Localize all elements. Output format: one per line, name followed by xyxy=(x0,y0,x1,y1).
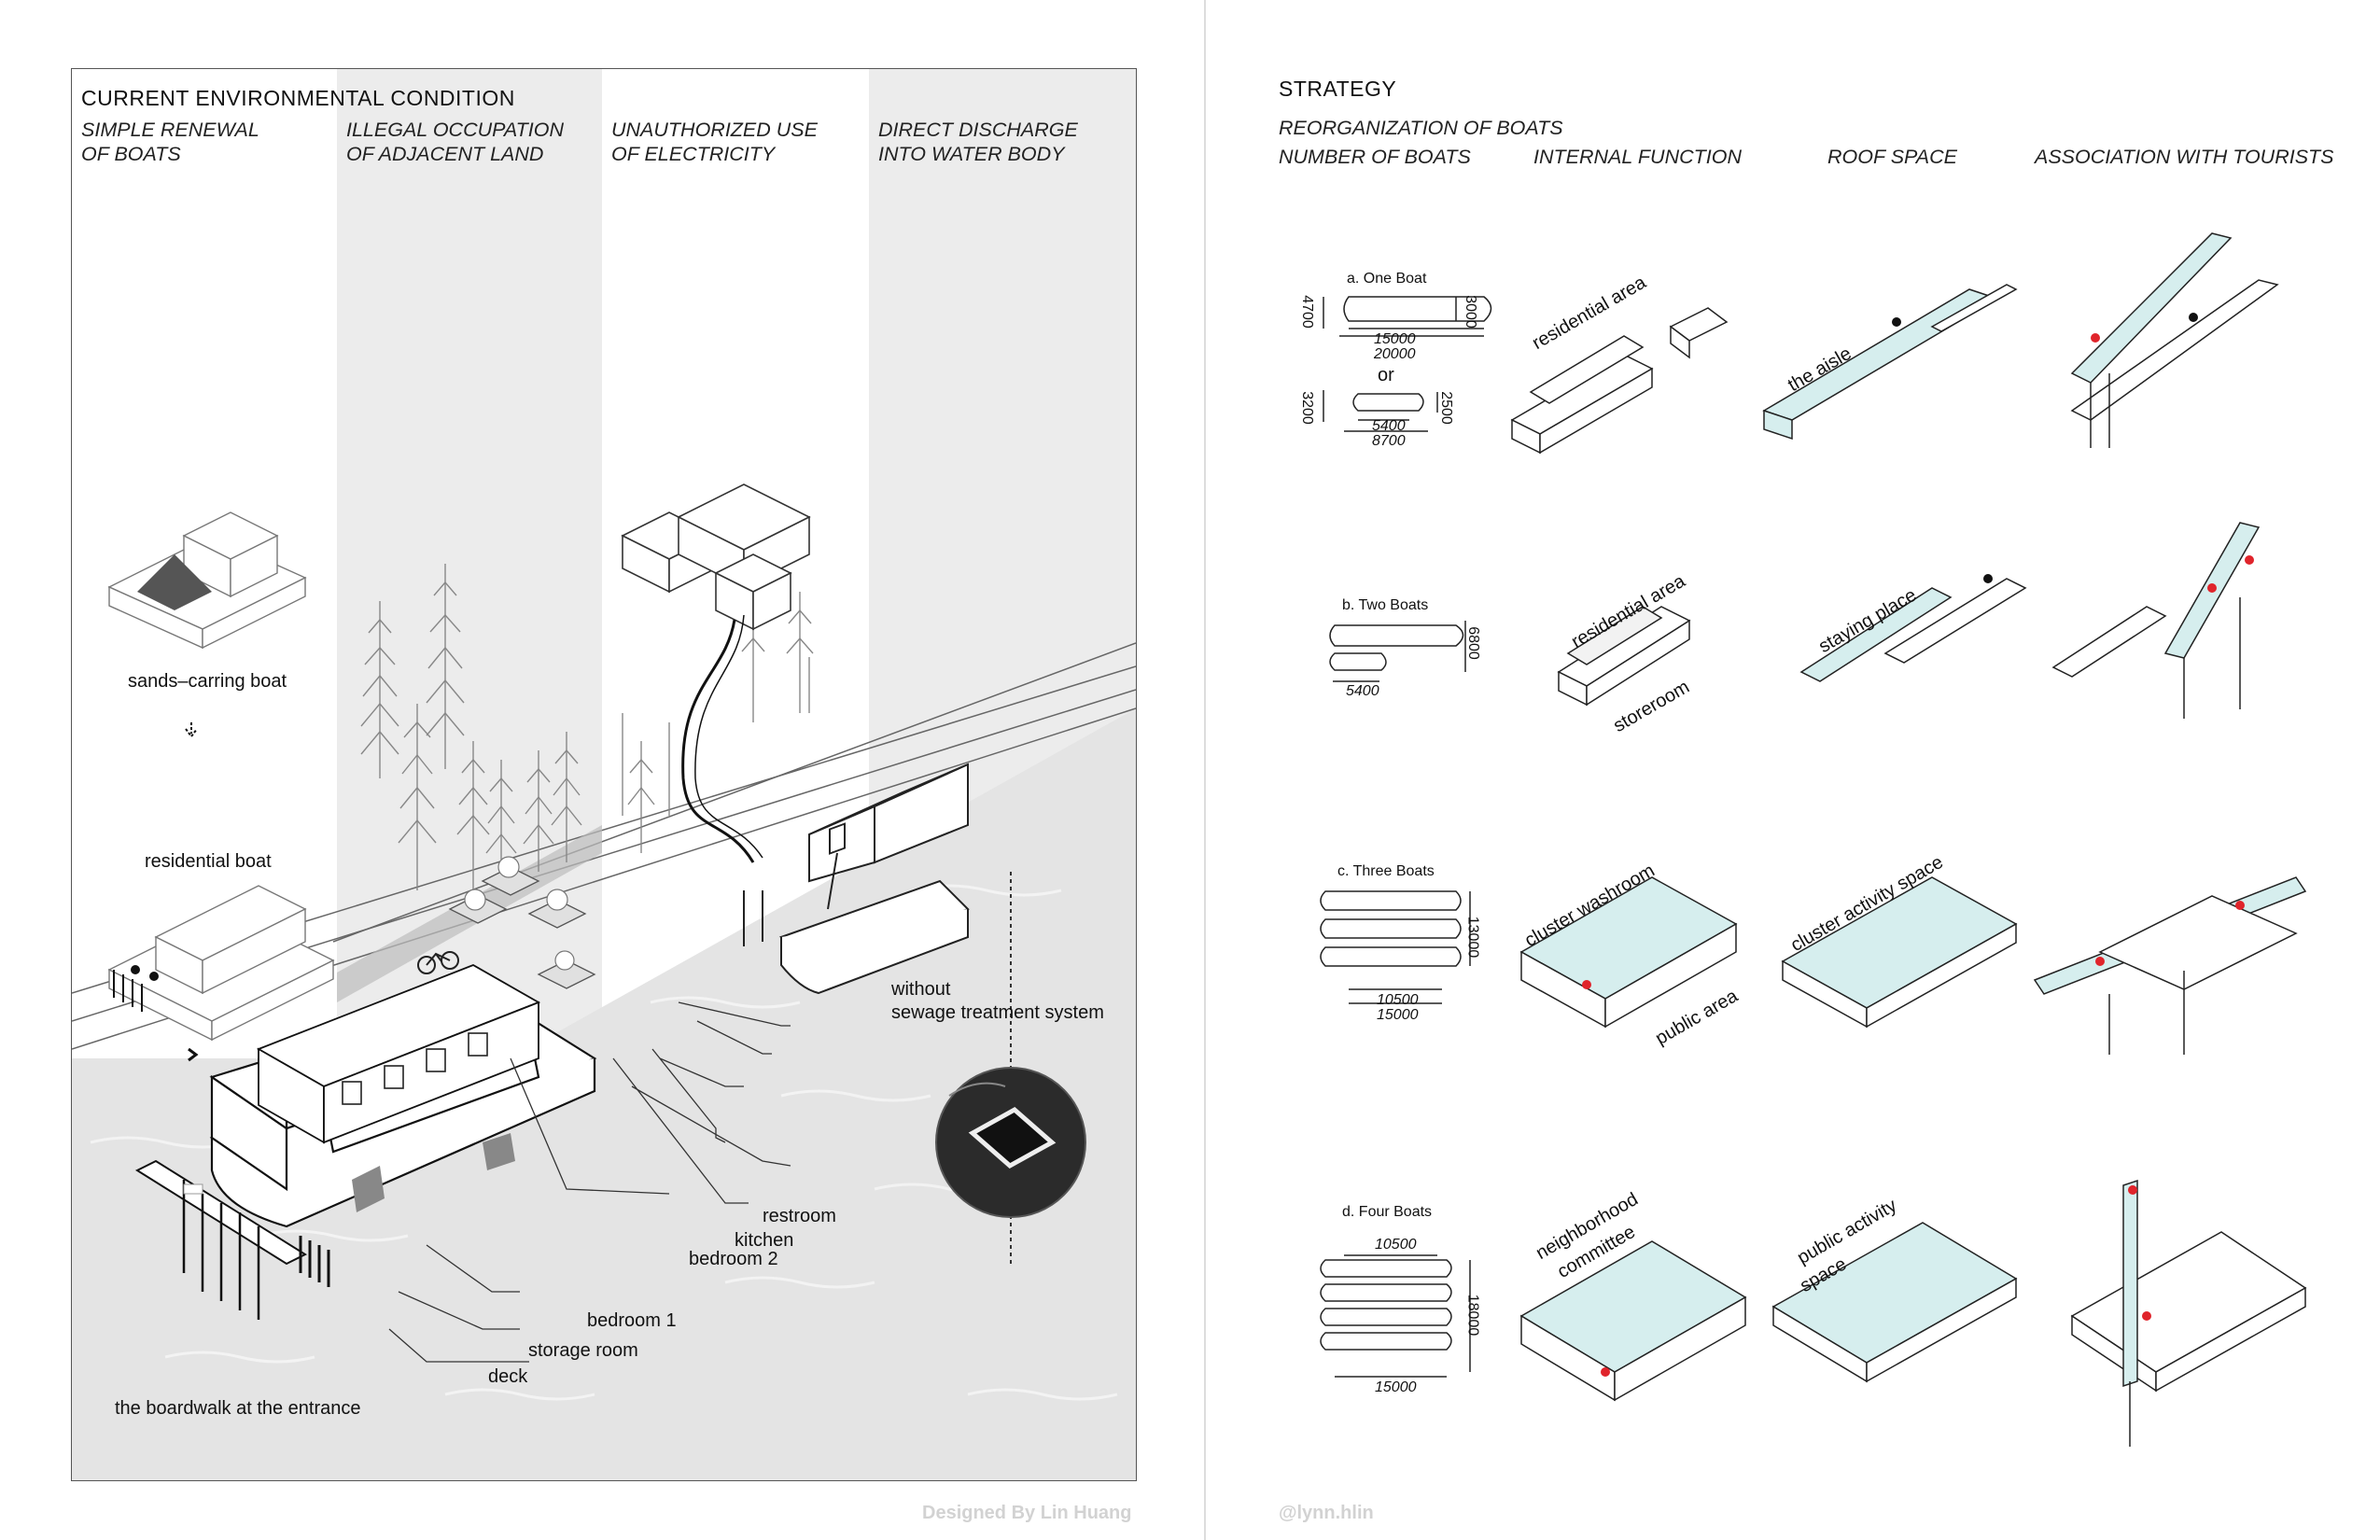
row-a-or: or xyxy=(1378,365,1394,385)
strategy-illustration xyxy=(1320,232,2307,1447)
one-boat-plan xyxy=(1323,296,1492,432)
strategy-col-tourists: ASSOCIATION WITH TOURISTS xyxy=(2035,146,2334,168)
strategy-col-internal: INTERNAL FUNCTION xyxy=(1533,146,1742,168)
row-a-dim-4700: 4700 xyxy=(1298,295,1315,329)
label-storage-room: storage room xyxy=(528,1340,638,1361)
left-panel: CURRENT ENVIRONMENTAL CONDITION SIMPLE R… xyxy=(71,68,1137,1481)
row-a-dim-20000: 20000 xyxy=(1374,346,1416,362)
three-boats-internal xyxy=(1519,876,1738,1029)
three-boats-roof xyxy=(1781,876,2018,1029)
one-boat-internal xyxy=(1510,307,1729,455)
row-b-dim-5400: 5400 xyxy=(1346,683,1379,699)
column-heading-illegal-occupation: ILLEGAL OCCUPATION OF ADJACENT LAND xyxy=(346,119,564,165)
row-c-label: c. Three Boats xyxy=(1337,863,1435,879)
strategy-col-roof: ROOF SPACE xyxy=(1827,146,1957,168)
row-c-dim-13000: 13000 xyxy=(1464,916,1481,959)
four-boats-plan xyxy=(1320,1254,1471,1378)
row-a-label: a. One Boat xyxy=(1347,271,1427,287)
row-a-dim-3000: 3000 xyxy=(1462,295,1478,329)
two-boats-roof xyxy=(1799,578,2027,682)
row-d-label: d. Four Boats xyxy=(1342,1204,1433,1220)
strategy-col-number: NUMBER OF BOATS xyxy=(1279,146,1471,168)
row-d-dim-15000: 15000 xyxy=(1375,1379,1417,1395)
row-a-dim-2500: 2500 xyxy=(1437,391,1454,425)
three-boats-tourists xyxy=(2033,876,2307,1055)
row-b-dim-6800: 6800 xyxy=(1464,626,1481,660)
page-divider xyxy=(1204,0,1206,1540)
label-sewage-treatment: sewage treatment system xyxy=(891,1002,1104,1023)
row-a-dim-8700: 8700 xyxy=(1372,433,1406,449)
label-boardwalk: the boardwalk at the entrance xyxy=(115,1398,361,1419)
strategy-subtitle: REORGANIZATION OF BOATS xyxy=(1279,117,1563,139)
four-boats-tourists xyxy=(2070,1179,2307,1447)
row-d-dim-10500: 10500 xyxy=(1375,1237,1417,1253)
left-panel-title: CURRENT ENVIRONMENTAL CONDITION xyxy=(81,86,515,110)
label-deck: deck xyxy=(488,1366,528,1387)
row-c-dim-10500: 10500 xyxy=(1377,992,1419,1008)
label-restroom: restroom xyxy=(763,1206,836,1226)
label-without: without xyxy=(891,979,951,1000)
column-heading-simple-renewal: SIMPLE RENEWAL OF BOATS xyxy=(81,119,259,165)
row-b-label: b. Two Boats xyxy=(1342,597,1429,613)
two-boats-internal xyxy=(1557,606,1691,707)
row-d-dim-18000: 18000 xyxy=(1464,1294,1481,1337)
left-illustration xyxy=(72,483,1136,1480)
label-sands-carring-boat: sands–carring boat xyxy=(128,671,287,692)
three-boats-plan xyxy=(1320,890,1471,1004)
strategy-title: STRATEGY xyxy=(1279,77,1397,101)
label-bedroom-1: bedroom 1 xyxy=(587,1310,677,1331)
label-kitchen: kitchen xyxy=(735,1230,794,1251)
credit-designer: Designed By Lin Huang xyxy=(922,1503,1132,1523)
four-boats-roof xyxy=(1771,1222,2018,1383)
credit-handle: @lynn.hlin xyxy=(1279,1503,1374,1523)
two-boats-tourists xyxy=(2051,522,2261,719)
column-heading-unauthorized-electricity: UNAUTHORIZED USE OF ELECTRICITY xyxy=(611,119,818,165)
row-a-dim-5400: 5400 xyxy=(1372,418,1406,434)
label-bedroom-2: bedroom 2 xyxy=(689,1249,778,1269)
one-boat-tourists xyxy=(2070,232,2279,448)
one-boat-roof xyxy=(1762,284,2018,441)
column-heading-direct-discharge: DIRECT DISCHARGE INTO WATER BODY xyxy=(878,119,1078,165)
two-boats-plan xyxy=(1329,621,1466,682)
four-boats-internal xyxy=(1519,1240,1747,1402)
row-a-dim-3200: 3200 xyxy=(1298,391,1315,425)
row-a-dim-15000: 15000 xyxy=(1374,331,1416,347)
label-residential-boat: residential boat xyxy=(145,851,272,872)
row-c-dim-15000: 15000 xyxy=(1377,1007,1419,1023)
